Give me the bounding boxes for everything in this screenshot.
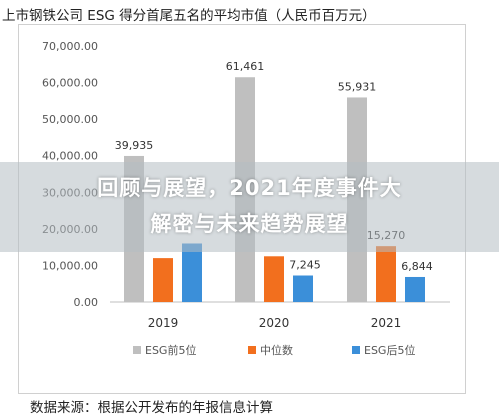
y-tick-label: 10,000.00 (42, 259, 98, 272)
y-tick-label: 60,000.00 (42, 77, 98, 90)
chart-title: 上市钢铁公司 ESG 得分首尾五名的平均市值（人民币百万元） (2, 8, 376, 24)
legend: ESG前5位 中位数 ESG后5位 (133, 343, 415, 357)
x-axis-ticks: 2019 2020 2021 (148, 316, 402, 330)
bar-2020-s2 (293, 275, 313, 302)
data-label: 39,935 (115, 139, 154, 152)
x-tick-label: 2019 (148, 316, 179, 330)
data-label: 61,461 (226, 60, 265, 73)
overlay-headline-line1: 回顾与展望，2021年度事件大 (97, 176, 402, 200)
bar-2021-s2 (405, 276, 425, 302)
data-label: 55,931 (338, 80, 377, 93)
legend-label: 中位数 (260, 343, 293, 357)
legend-swatch (248, 346, 256, 354)
bar-2019-s1 (153, 258, 173, 302)
legend-label: ESG前5位 (145, 343, 196, 357)
y-tick-label: 40,000.00 (42, 150, 98, 163)
x-tick-label: 2021 (371, 316, 402, 330)
legend-label: ESG后5位 (364, 343, 415, 357)
bar-2019-s2 (182, 243, 202, 302)
y-tick-label: 0.00 (74, 296, 99, 309)
legend-swatch (133, 346, 141, 354)
bar-2020-s1 (264, 256, 284, 302)
y-tick-label: 50,000.00 (42, 113, 98, 126)
data-source-note: 数据来源：根据公开发布的年报信息计算 (30, 400, 273, 416)
overlay-headline-line2: 解密与未来趋势展望 (150, 212, 349, 236)
bar-2021-s1 (376, 246, 396, 302)
legend-swatch (352, 346, 360, 354)
x-tick-label: 2020 (259, 316, 290, 330)
y-tick-label: 70,000.00 (42, 40, 98, 53)
data-label: 7,245 (289, 259, 321, 272)
overlay-banner (0, 162, 499, 252)
data-label: 6,844 (401, 260, 433, 273)
